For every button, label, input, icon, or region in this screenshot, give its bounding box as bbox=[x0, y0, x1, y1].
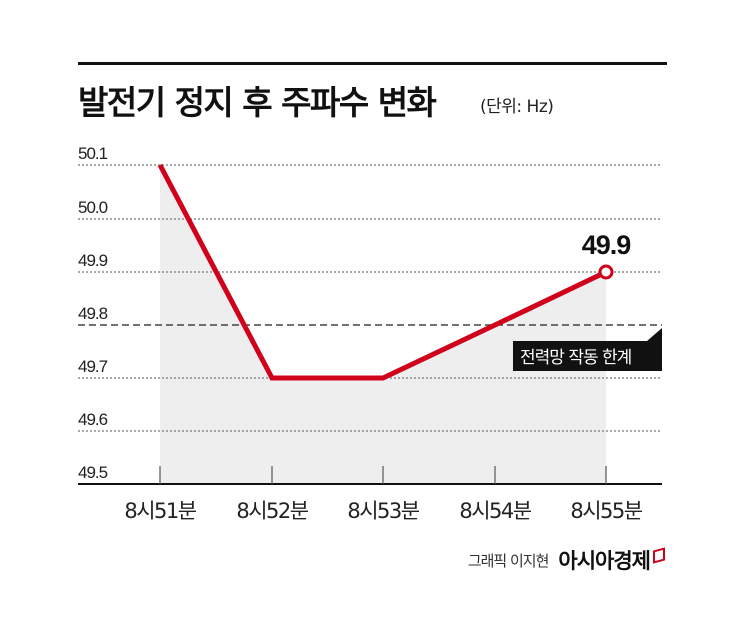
title-rule bbox=[78, 62, 667, 65]
unit-label: (단위: Hz) bbox=[480, 97, 554, 117]
end-point-marker bbox=[598, 264, 614, 280]
x-ticks bbox=[159, 466, 607, 484]
y-tick-label: 49.9 bbox=[78, 251, 108, 270]
x-tick-label: 8시53분 bbox=[347, 499, 419, 523]
footer: 그래픽 이지현 아시아경제 bbox=[468, 545, 665, 575]
logo-mark-icon bbox=[653, 546, 665, 564]
y-tick-label: 49.5 bbox=[78, 463, 108, 482]
x-axis-labels: 8시51분 8시52분 8시53분 8시54분 8시55분 bbox=[124, 499, 644, 523]
frequency-line bbox=[157, 163, 608, 381]
y-tick-label: 49.8 bbox=[78, 304, 108, 323]
y-tick-label: 49.7 bbox=[78, 357, 108, 376]
end-value-label: 49.9 bbox=[582, 230, 632, 260]
x-tick-label: 8시54분 bbox=[459, 499, 531, 523]
x-tick-label: 8시51분 bbox=[124, 499, 196, 523]
x-tick-label: 8시55분 bbox=[570, 499, 642, 523]
y-axis-labels: 50.1 50.0 49.9 49.8 49.7 49.6 49.5 bbox=[78, 144, 109, 482]
y-tick-label: 49.6 bbox=[78, 410, 108, 429]
graphic-credit: 그래픽 이지현 bbox=[467, 551, 550, 570]
brand-name: 아시아경제 bbox=[558, 549, 651, 573]
y-tick-label: 50.0 bbox=[78, 198, 108, 217]
limit-label-text: 전력망 작동 한계 bbox=[520, 348, 631, 368]
chart-title: 발전기 정지 후 주파수 변화 bbox=[78, 83, 437, 122]
limit-label: 전력망 작동 한계 bbox=[513, 328, 662, 371]
y-tick-label: 50.1 bbox=[78, 144, 108, 163]
x-tick-label: 8시52분 bbox=[236, 499, 308, 523]
area-fill bbox=[160, 165, 606, 484]
